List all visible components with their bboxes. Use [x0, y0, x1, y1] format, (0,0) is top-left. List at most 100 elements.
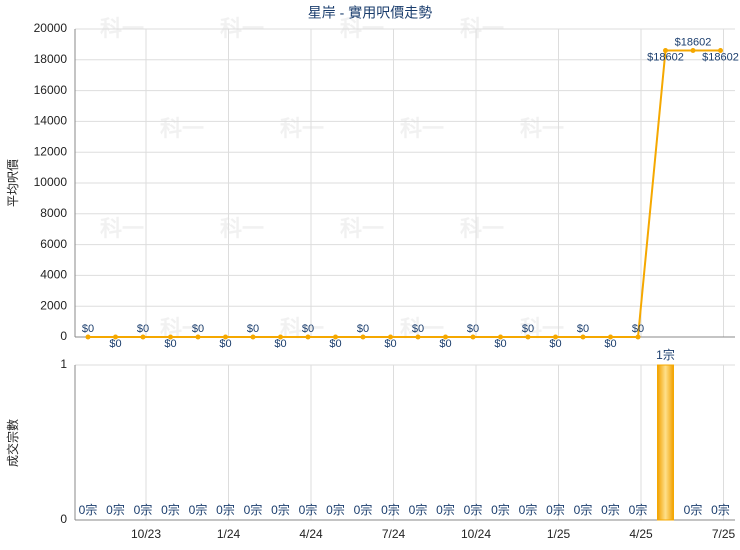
point: [305, 334, 311, 340]
data-label: 0宗: [299, 502, 318, 517]
data-label: 0宗: [491, 502, 510, 517]
data-label: $0: [82, 323, 94, 335]
point: [663, 48, 668, 54]
data-label: $0: [384, 338, 396, 350]
data-label: $0: [357, 323, 369, 335]
y-tick-label: 0: [60, 512, 67, 526]
data-label: 0宗: [244, 502, 263, 517]
x-tick-label: 1/24: [217, 527, 241, 541]
data-label: $0: [247, 323, 259, 335]
y-tick-label: 2000: [40, 298, 67, 312]
watermark: 科一: [400, 116, 444, 141]
y-tick-label: 10000: [34, 175, 68, 189]
line: [88, 49, 721, 338]
point: [168, 334, 173, 340]
point: [470, 334, 476, 340]
point: [250, 334, 256, 340]
data-label: 0宗: [354, 502, 373, 517]
data-label: $0: [494, 338, 506, 350]
point: [498, 334, 503, 340]
data-label: $0: [302, 323, 314, 335]
data-label: 0宗: [79, 502, 98, 517]
x-tick-label: 10/24: [461, 527, 491, 541]
point: [333, 334, 338, 340]
data-label: $0: [137, 323, 149, 335]
y-tick-label: 14000: [34, 114, 68, 128]
watermark: 科一: [100, 216, 144, 241]
y-axis-label: 成交宗數: [5, 419, 20, 467]
x-tick-label: 4/24: [299, 527, 323, 541]
data-label: 0宗: [684, 502, 703, 517]
y-tick-label: 1: [60, 357, 67, 371]
chart-title: 星岸 - 實用呎價走勢: [308, 5, 432, 21]
point: [635, 334, 641, 340]
data-label: $0: [219, 338, 231, 350]
watermark: 科一: [340, 216, 384, 241]
y-axis-label: 平均呎價: [6, 159, 20, 207]
data-label: $0: [412, 323, 424, 335]
data-label: $0: [274, 338, 286, 350]
data-label: 0宗: [711, 502, 730, 517]
watermark: 科一: [280, 116, 324, 141]
watermark: 科一: [100, 16, 144, 41]
data-label: $0: [467, 323, 479, 335]
point: [718, 48, 723, 54]
x-tick-label: 1/25: [547, 527, 571, 541]
data-label: 0宗: [216, 502, 235, 517]
data-label: 0宗: [271, 502, 290, 517]
point: [553, 334, 558, 340]
data-label: $18602: [675, 36, 712, 48]
x-tick-label: 4/25: [629, 527, 653, 541]
data-label: $0: [164, 338, 176, 350]
watermark: 科一: [460, 16, 504, 41]
data-label: 0宗: [134, 502, 153, 517]
x-tick-label: 7/24: [382, 527, 406, 541]
x-tick-label: 10/23: [131, 527, 161, 541]
data-label: 0宗: [629, 502, 648, 517]
y-tick-label: 12000: [34, 144, 68, 158]
data-label: 1宗: [656, 347, 675, 362]
y-tick-label: 16000: [34, 83, 68, 97]
data-label: $18602: [647, 51, 684, 63]
watermark: 科一: [520, 116, 564, 141]
data-label: 0宗: [546, 502, 565, 517]
point: [85, 334, 91, 340]
x-tick-label: 7/25: [712, 527, 736, 541]
point: [388, 334, 393, 340]
bar: [657, 364, 674, 521]
data-label: 0宗: [409, 502, 428, 517]
data-label: $0: [632, 323, 644, 335]
y-tick-label: 8000: [40, 206, 67, 220]
point: [113, 334, 118, 340]
y-tick-label: 18000: [34, 52, 68, 66]
data-label: 0宗: [519, 502, 538, 517]
watermark: 科一: [460, 216, 504, 241]
data-label: $0: [439, 338, 451, 350]
point: [278, 334, 283, 340]
data-label: $0: [522, 323, 534, 335]
data-label: 0宗: [106, 502, 125, 517]
data-label: $0: [549, 338, 561, 350]
point: [608, 334, 613, 340]
data-label: 0宗: [436, 502, 455, 517]
data-label: 0宗: [464, 502, 483, 517]
data-label: $18602: [702, 51, 739, 63]
data-label: 0宗: [574, 502, 593, 517]
data-label: 0宗: [601, 502, 620, 517]
data-label: 0宗: [161, 502, 180, 517]
data-label: 0宗: [326, 502, 345, 517]
point: [195, 334, 201, 340]
point: [690, 48, 696, 54]
y-tick-label: 20000: [34, 21, 68, 35]
data-label: 0宗: [189, 502, 208, 517]
point: [415, 334, 421, 340]
data-label: $0: [192, 323, 204, 335]
y-tick-label: 0: [60, 329, 67, 343]
point: [140, 334, 146, 340]
watermark: 科一: [160, 116, 204, 141]
watermark: 科一: [340, 16, 384, 41]
point: [580, 334, 586, 340]
data-label: $0: [577, 323, 589, 335]
watermark: 科一: [220, 16, 264, 41]
